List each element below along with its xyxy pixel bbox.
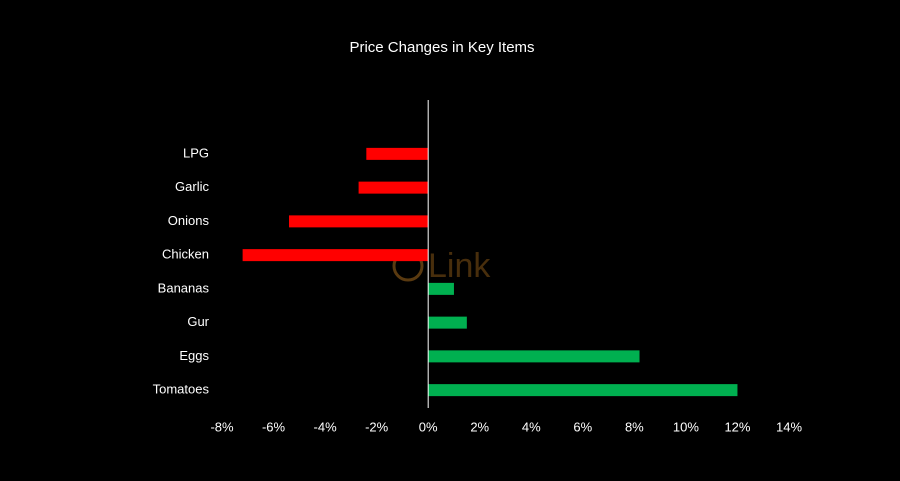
bar: [428, 282, 454, 295]
bar: [428, 384, 738, 397]
bar: [428, 350, 640, 363]
x-tick-label: 12%: [724, 419, 750, 434]
x-tick-label: 6%: [573, 419, 592, 434]
x-tick-label: 10%: [673, 419, 699, 434]
bar: [289, 215, 429, 228]
y-tick-label: LPG: [183, 145, 209, 160]
x-tick-label: 0%: [419, 419, 438, 434]
y-tick-label: Gur: [187, 314, 209, 329]
y-tick-label: Chicken: [162, 247, 209, 262]
x-tick-label: -4%: [314, 419, 338, 434]
bar: [428, 316, 467, 329]
x-tick-label: 2%: [470, 419, 489, 434]
x-tick-label: -8%: [210, 419, 234, 434]
y-tick-label: Onions: [168, 213, 210, 228]
bar: [358, 181, 429, 194]
x-tick-label: 14%: [776, 419, 802, 434]
bar: [242, 249, 429, 262]
x-tick-label: 8%: [625, 419, 644, 434]
y-tick-label: Eggs: [179, 348, 209, 363]
x-tick-label: 4%: [522, 419, 541, 434]
y-tick-label: Garlic: [175, 179, 209, 194]
bar: [366, 147, 429, 160]
watermark: Link: [428, 247, 491, 285]
chart-title: Price Changes in Key Items: [349, 39, 534, 56]
x-tick-label: -6%: [262, 419, 286, 434]
y-tick-label: Tomatoes: [153, 382, 210, 397]
y-tick-label: Bananas: [158, 280, 210, 295]
x-tick-label: -2%: [365, 419, 389, 434]
